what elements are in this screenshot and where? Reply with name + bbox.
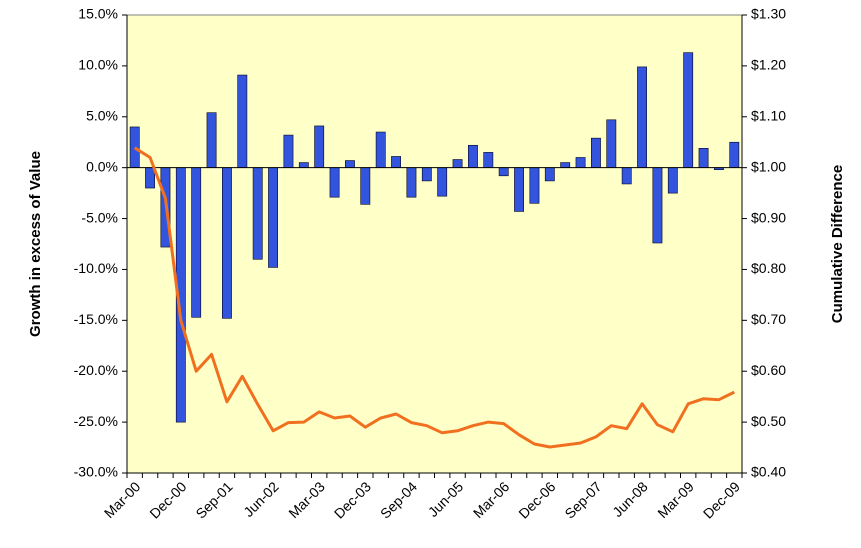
bar (621, 167, 632, 185)
x-tick-label: Jun-02 (240, 478, 282, 520)
bar (268, 167, 278, 268)
line (133, 146, 735, 449)
bar (360, 167, 371, 205)
bar (145, 167, 155, 189)
bar (529, 167, 540, 204)
y-tick-label: -25.0% (74, 413, 118, 429)
bar (237, 74, 248, 168)
y2-tick-label: $1.00 (751, 158, 786, 174)
y2-tick-label: $0.60 (751, 362, 786, 378)
bar (437, 167, 448, 197)
bar (637, 66, 647, 168)
bar (468, 144, 478, 168)
x-tick-label: Sep-01 (192, 478, 235, 521)
x-tick-label: Dec-06 (515, 478, 558, 521)
bar (652, 167, 663, 244)
x-tick-label: Jun-08 (609, 478, 651, 520)
x-tick-label: Dec-09 (700, 478, 743, 521)
y2-tick-label: $0.50 (751, 413, 786, 429)
bar (191, 167, 202, 318)
bar (483, 152, 494, 168)
x-tick-label: Mar-06 (470, 478, 513, 521)
y2-tick-label: $0.90 (751, 209, 786, 225)
bar (222, 167, 232, 319)
bar (391, 156, 401, 168)
bar (206, 112, 217, 168)
bar (283, 134, 294, 168)
x-tick-label: Sep-07 (561, 478, 604, 521)
plot-area (126, 14, 743, 474)
bar (498, 167, 509, 177)
bar (729, 141, 740, 168)
y-tick-label: -15.0% (74, 311, 118, 327)
bar (698, 148, 709, 168)
y2-tick-label: $0.80 (751, 260, 786, 276)
bar (667, 167, 678, 194)
bar (544, 167, 555, 182)
y2-axis-title: Cumulative Difference (829, 165, 846, 323)
y-tick-label: 5.0% (86, 107, 118, 123)
bar (329, 167, 340, 198)
x-tick-label: Sep-04 (377, 478, 420, 521)
bar (683, 52, 694, 168)
y2-tick-label: $0.40 (751, 464, 786, 480)
x-tick-label: Mar-00 (101, 478, 144, 521)
bar (421, 167, 432, 182)
bar (606, 119, 617, 168)
bar (452, 159, 463, 168)
y-axis-title: Growth in excess of Value (27, 151, 44, 337)
bar (406, 167, 417, 198)
y-tick-label: -10.0% (74, 260, 118, 276)
bar (375, 131, 386, 168)
y-tick-label: -30.0% (74, 464, 118, 480)
bar (560, 162, 571, 168)
bar (575, 157, 586, 168)
y2-tick-label: $0.70 (751, 311, 786, 327)
bar (514, 167, 524, 212)
y-tick-label: 15.0% (78, 6, 118, 22)
bar (591, 137, 601, 168)
x-tick-label: Dec-03 (331, 478, 374, 521)
y2-tick-label: $1.10 (751, 107, 786, 123)
x-tick-label: Jun-05 (425, 478, 467, 520)
bar (252, 167, 263, 260)
y-tick-label: -20.0% (74, 362, 118, 378)
y-tick-label: 10.0% (78, 57, 118, 73)
y2-tick-label: $1.20 (751, 57, 786, 73)
y2-tick-label: $1.30 (751, 6, 786, 22)
x-tick-label: Mar-03 (285, 478, 328, 521)
bar (298, 162, 309, 168)
y-tick-label: -5.0% (81, 209, 118, 225)
bar (129, 126, 140, 168)
bar (345, 160, 355, 168)
y-tick-label: 0.0% (86, 158, 118, 174)
x-tick-label: Mar-09 (654, 478, 697, 521)
x-tick-label: Dec-00 (146, 478, 189, 521)
bar (314, 125, 325, 168)
